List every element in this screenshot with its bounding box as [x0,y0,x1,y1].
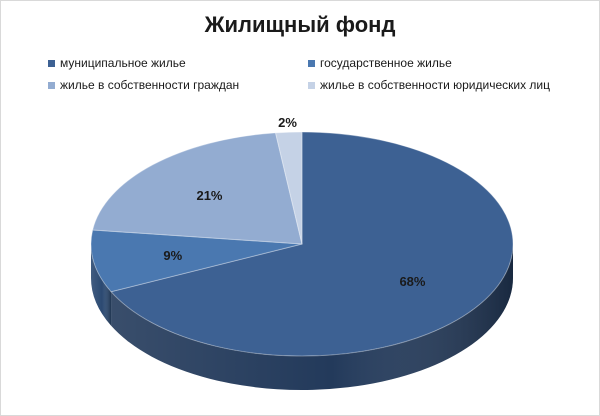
legend-swatch [48,59,55,67]
slice-legal-entities [274,131,303,245]
legend-item-citizens: жилье в собственности граждан [48,78,239,92]
chart-title: Жилищный фонд [204,12,396,37]
legend-item-legal-entities: жилье в собственности юридических лиц [308,78,550,92]
legend-swatch [308,81,315,89]
slice-municipal [110,131,514,357]
slice-state-side-shade [91,244,112,326]
slice-municipal-side-shade [111,244,514,391]
legend-label: жилье в собственности юридических лиц [320,78,550,92]
slice-label-state: 9% [163,248,182,263]
slice-citizens [92,132,303,245]
legend-item-state: государственное жилье [308,56,452,70]
legend-label: государственное жилье [320,56,452,70]
legend-item-municipal: муниципальное жилье [48,56,186,70]
slice-state [90,229,303,293]
pie-sides [91,244,514,391]
slice-label-municipal: 68% [399,274,425,289]
pie-labels: 68% 9% 21% 2% [163,115,426,289]
legend-swatch [48,81,55,89]
legend-label: муниципальное жилье [60,56,186,70]
pie-tops [90,131,514,357]
slice-label-legal-entities: 2% [278,115,297,130]
legend-label: жилье в собственности граждан [60,78,240,92]
slice-label-citizens: 21% [196,188,222,203]
legend-swatch [308,59,315,67]
